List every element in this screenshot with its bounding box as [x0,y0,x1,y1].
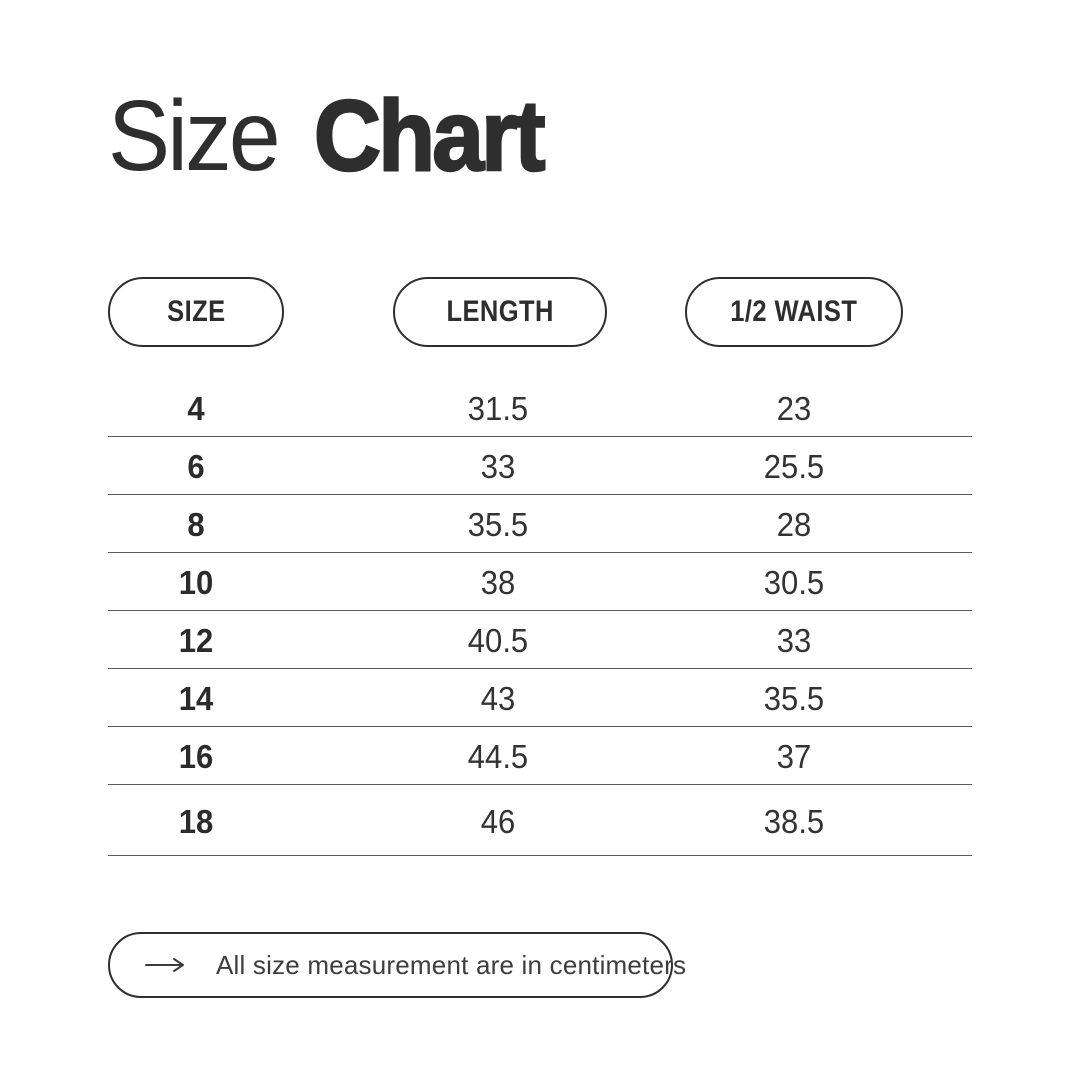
long-right-arrow-icon [145,958,184,972]
column-header-waist-label: 1/2 WAIST [730,295,858,328]
table-row: 6 33 25.5 [108,437,972,495]
cell-length: 40.5 [467,622,529,660]
cell-length: 46 [480,803,516,841]
cell-waist: 35.5 [763,680,825,718]
cell-waist: 28 [776,506,812,544]
cell-length: 44.5 [467,738,529,776]
cell-length: 43 [480,680,516,718]
table-row: 10 38 30.5 [108,553,972,611]
cell-length: 38 [480,564,516,602]
cell-waist: 33 [776,622,812,660]
cell-waist: 38.5 [763,803,825,841]
cell-length: 33 [480,448,516,486]
cell-size: 6 [187,448,205,486]
column-header-length-label: LENGTH [446,295,554,328]
cell-size: 10 [178,564,214,602]
column-header-waist: 1/2 WAIST [685,277,903,347]
table-row: 12 40.5 33 [108,611,972,669]
cell-waist: 23 [776,390,812,428]
size-table: 4 31.5 23 6 33 25.5 8 35.5 28 10 38 30.5 12 40.5 33 14 4… [108,379,972,856]
page-title: Size Chart [108,85,547,188]
content-area: Size Chart SIZE LENGTH 1/2 WAIST 4 31.5 23… [108,0,972,1080]
column-header-length: LENGTH [393,277,607,347]
column-header-size-label: SIZE [166,295,226,328]
cell-length: 35.5 [467,506,529,544]
title-word-chart: Chart [313,80,547,192]
cell-waist: 37 [776,738,812,776]
cell-size: 12 [178,622,214,660]
table-row: 14 43 35.5 [108,669,972,727]
table-row: 18 46 38.5 [108,785,972,856]
table-row: 16 44.5 37 [108,727,972,785]
cell-length: 31.5 [467,390,529,428]
column-header-size: SIZE [108,277,284,347]
cell-size: 8 [187,506,205,544]
cell-size: 16 [178,738,214,776]
cell-size: 14 [178,680,214,718]
cell-size: 4 [187,390,205,428]
measurement-note: All size measurement are in centimeters [108,932,686,998]
table-row: 4 31.5 23 [108,379,972,437]
cell-size: 18 [178,803,214,841]
cell-waist: 30.5 [763,564,825,602]
column-headers: SIZE LENGTH 1/2 WAIST [108,277,972,347]
table-row: 8 35.5 28 [108,495,972,553]
note-text: All size measurement are in centimeters [216,949,687,980]
cell-waist: 25.5 [763,448,825,486]
title-word-size: Size [108,80,281,192]
